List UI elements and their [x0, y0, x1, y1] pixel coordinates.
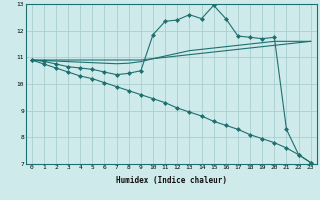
X-axis label: Humidex (Indice chaleur): Humidex (Indice chaleur)	[116, 176, 227, 185]
